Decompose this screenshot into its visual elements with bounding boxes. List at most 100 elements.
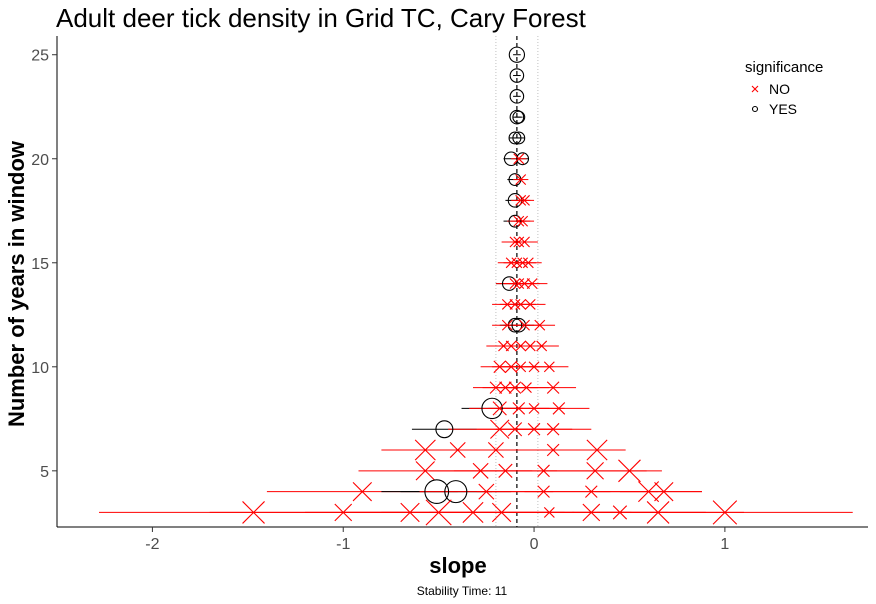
- nonsignificant-point: [646, 501, 670, 524]
- nonsignificant-point: [487, 442, 504, 459]
- significant-point: [509, 68, 525, 83]
- nonsignificant-point: [515, 194, 527, 206]
- nonsignificant-point: [493, 360, 506, 374]
- nonsignificant-point: [400, 502, 420, 523]
- legend-key-no: [751, 85, 759, 93]
- legend-circle-marker: [751, 105, 759, 113]
- caption: Stability Time: 11: [417, 584, 508, 598]
- significant-point: [509, 89, 525, 104]
- nonsignificant-point: [537, 485, 550, 498]
- nonsignificant-point: [462, 501, 484, 523]
- nonsignificant-point: [552, 402, 566, 415]
- y-tick-label: 20: [31, 152, 49, 169]
- nonsignificant-point: [543, 361, 555, 373]
- x-axis-title: slope: [429, 553, 486, 578]
- nonsignificant-point: [449, 442, 466, 459]
- nonsignificant-point: [478, 483, 495, 500]
- nonsignificant-point: [472, 462, 489, 479]
- nonsignificant-point: [512, 402, 526, 415]
- significant-point: [508, 214, 522, 228]
- nonsignificant-point: [519, 278, 530, 290]
- significant-point: [512, 110, 526, 124]
- nonsignificant-point: [586, 461, 604, 480]
- nonsignificant-point: [505, 257, 517, 269]
- legend-label-no: NO: [769, 81, 790, 97]
- nonsignificant-point: [492, 401, 507, 416]
- significant-point: [516, 152, 530, 166]
- nonsignificant-point: [490, 419, 510, 439]
- significant-point: [512, 131, 526, 145]
- nonsignificant-point: [504, 360, 518, 374]
- nonsignificant-point: [528, 402, 540, 414]
- significant-point: [507, 317, 523, 333]
- nonsignificant-point: [543, 506, 555, 518]
- nonsignificant-point: [526, 278, 538, 290]
- nonsignificant-point: [499, 381, 512, 394]
- nonsignificant-point: [522, 257, 534, 269]
- y-tick-label: 5: [40, 464, 49, 481]
- nonsignificant-point: [515, 298, 527, 310]
- nonsignificant-point: [513, 153, 525, 165]
- nonsignificant-point: [537, 464, 550, 478]
- significant-point: [507, 193, 523, 208]
- y-axis-title: Number of years in window: [4, 140, 29, 427]
- legend-item-yes: YES: [751, 101, 797, 117]
- nonsignificant-point: [515, 174, 527, 185]
- nonsignificant-point: [612, 505, 628, 520]
- legend-label-yes: YES: [769, 101, 797, 117]
- nonsignificant-point: [414, 439, 436, 461]
- plot-area: [98, 36, 853, 527]
- legend-x-marker: [751, 85, 759, 93]
- nonsignificant-point: [582, 503, 601, 522]
- nonsignificant-point: [491, 502, 512, 523]
- nonsignificant-point: [505, 340, 517, 352]
- nonsignificant-point: [536, 340, 548, 352]
- significant-point: [503, 151, 519, 167]
- nonsignificant-point: [515, 361, 527, 373]
- nonsignificant-point: [524, 298, 536, 310]
- x-tick-label: 1: [720, 536, 729, 553]
- significant-point: [508, 46, 526, 63]
- nonsignificant-point: [352, 481, 373, 502]
- y-tick-label: 10: [31, 360, 49, 377]
- nonsignificant-point: [509, 298, 521, 310]
- nonsignificant-point: [618, 459, 641, 483]
- nonsignificant-point: [425, 499, 452, 526]
- data-points: [242, 46, 738, 526]
- legend-title: significance: [745, 59, 823, 76]
- nonsignificant-point: [501, 319, 513, 331]
- nonsignificant-point: [585, 485, 598, 498]
- significant-point: [435, 420, 454, 439]
- nonsignificant-point: [515, 340, 527, 352]
- significant-point: [508, 131, 522, 145]
- nonsignificant-point: [654, 481, 674, 502]
- nonsignificant-point: [546, 443, 560, 457]
- axes: -2 -1 0 1 5 10 15 20 25: [31, 36, 868, 553]
- confidence-intervals: [98, 54, 853, 513]
- nonsignificant-point: [242, 501, 265, 524]
- nonsignificant-point: [509, 236, 521, 248]
- nonsignificant-point: [546, 422, 560, 436]
- nonsignificant-point: [498, 463, 513, 478]
- nonsignificant-point: [415, 461, 435, 481]
- y-tick-label: 15: [31, 256, 49, 273]
- nonsignificant-point: [517, 215, 529, 227]
- legend-item-no: NO: [751, 81, 790, 97]
- nonsignificant-point: [513, 215, 525, 227]
- legend-key-yes: [751, 105, 759, 113]
- x-tick-label: -1: [336, 536, 350, 553]
- nonsignificant-point: [498, 340, 509, 352]
- nonsignificant-point: [638, 481, 660, 503]
- nonsignificant-point: [712, 500, 738, 525]
- nonsignificant-point: [513, 278, 525, 290]
- nonsignificant-point: [508, 381, 522, 394]
- nonsignificant-point: [519, 194, 530, 206]
- significant-point: [481, 397, 503, 420]
- nonsignificant-point: [519, 319, 530, 331]
- nonsignificant-point: [513, 236, 525, 248]
- nonsignificant-point: [489, 381, 503, 394]
- nonsignificant-point: [527, 422, 541, 436]
- significant-point: [511, 317, 527, 333]
- nonsignificant-point: [534, 319, 546, 331]
- nonsignificant-point: [507, 422, 523, 437]
